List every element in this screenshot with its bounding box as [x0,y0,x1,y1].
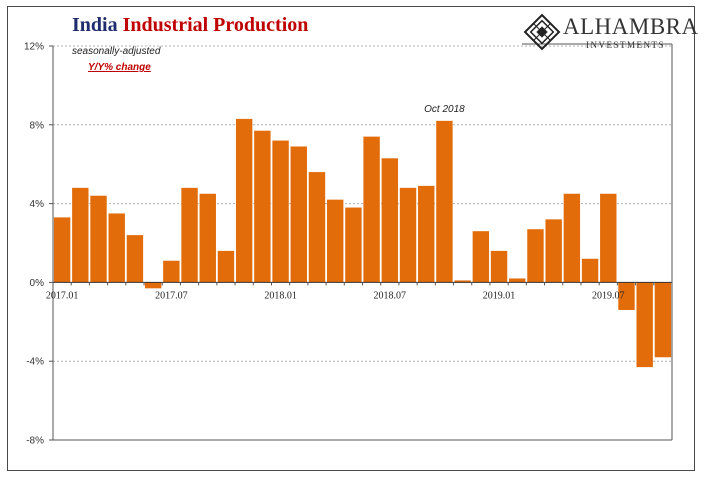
annotations: Oct 2018 [424,104,465,115]
x-tick-label: 2017.01 [46,290,79,301]
bar-2019.09 [636,282,653,368]
y-tick-label: 8% [30,120,45,131]
bar-2017.04 [108,213,125,283]
bar-2017.05 [126,235,144,283]
bar-2018.02 [290,146,307,283]
x-axis-ticks: 2017.01 2017.07 2018.01 2018.07 2019.01 2019.… [46,282,655,301]
y-tick-label: 0% [30,278,45,289]
bar-2019.08 [618,282,635,310]
x-tick-label: 2019.01 [483,290,516,301]
bar-2017.07 [163,260,180,283]
bar-2019.05 [563,193,581,283]
bar-2017.08 [181,187,198,283]
bar-2019.03 [527,229,544,283]
annotation-label: Oct 2018 [424,104,465,115]
y-axis-ticks: 12% 8% 4% 0% -4% -8% [24,42,53,447]
bar-2018.06 [363,136,380,283]
bar-2017.11 [235,118,253,283]
diamond-logo-icon [523,13,561,51]
title-country: India [72,14,118,36]
logo-name: ALHAMBRA [563,14,699,39]
bar-2017.12 [254,130,271,283]
subtitle-seasonal: seasonally-adjusted [72,46,161,57]
logo-tagline: INVESTMENTS [586,40,665,50]
bar-2017.10 [217,250,235,283]
bar-2018.12 [472,231,490,283]
bar-2018.04 [326,199,344,283]
gridlines [53,45,672,362]
bar-2018.01 [272,140,289,283]
bar-2019.06 [581,258,599,283]
x-tick-label: 2018.01 [264,290,297,301]
bar-2017.01 [53,217,71,283]
alhambra-logo: ALHAMBRA INVESTMENTS [520,12,698,56]
y-tick-label: 4% [30,199,45,210]
x-tick-label: 2018.07 [374,290,407,301]
bar-2017.06 [144,282,162,289]
bar-2018.10 [436,120,453,283]
bar-2018.05 [345,207,362,283]
bar-2019.02 [509,278,526,283]
bar-2018.03 [308,172,326,283]
bar-2017.03 [90,195,107,283]
subtitle-measure: Y/Y% change [88,62,151,73]
bar-2018.07 [381,158,399,283]
bar-2018.11 [454,280,471,283]
y-tick-label: 12% [24,42,44,53]
bar-2019.07 [600,193,617,283]
bar-2019.04 [545,219,562,283]
bar-2018.09 [418,185,435,283]
bar-2019.10 [654,282,672,358]
x-tick-label: 2019.07 [592,290,625,301]
x-tick-label: 2017.07 [155,290,188,301]
y-tick-label: -8% [26,436,44,447]
bar-2017.02 [72,187,89,283]
bar-2017.09 [199,193,216,283]
bars [53,118,672,368]
bar-2019.01 [490,250,508,283]
y-tick-label: -4% [26,357,44,368]
bar-2018.08 [399,187,417,283]
title-metric: Industrial Production [122,14,309,36]
chart-title: India Industrial Production [72,14,308,37]
